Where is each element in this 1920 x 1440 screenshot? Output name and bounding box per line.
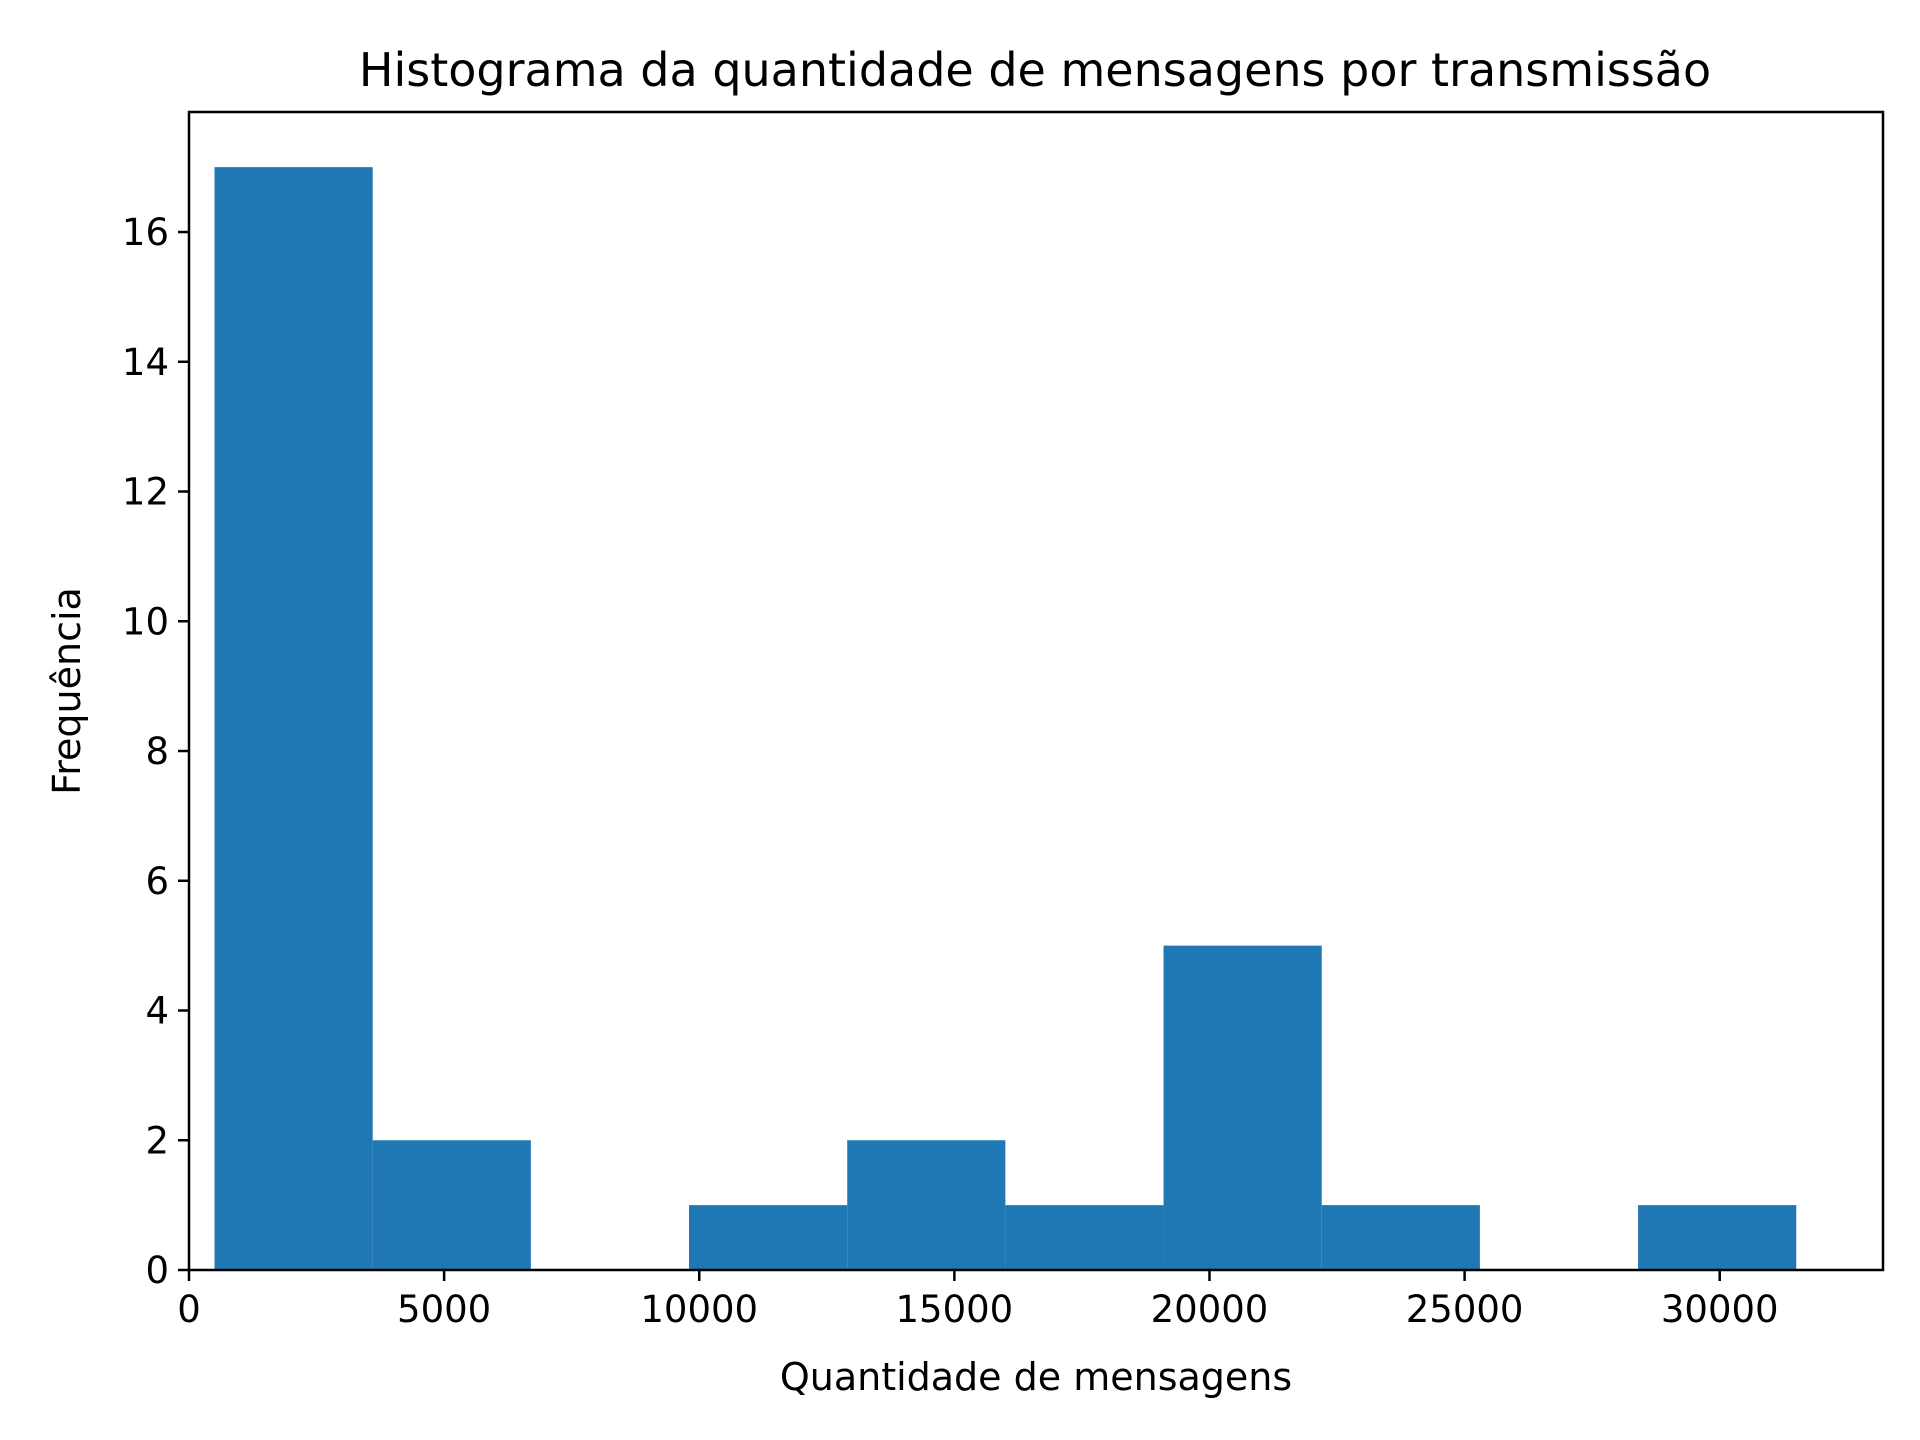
histogram-bar [689,1205,848,1270]
y-axis-label: Frequência [45,587,89,795]
y-tick-label: 6 [145,860,169,903]
y-tick-label: 4 [145,990,169,1033]
y-tick-label: 12 [122,471,169,514]
x-tick-label: 0 [177,1288,201,1331]
x-tick-label: 25000 [1406,1288,1524,1331]
chart-title: Histograma da quantidade de mensagens po… [359,43,1711,97]
x-axis: 0 5000 10000 15000 20000 25000 30000 [177,1270,1779,1331]
y-tick-label: 0 [145,1249,169,1292]
x-tick-label: 20000 [1151,1288,1269,1331]
histogram-bar [372,1140,531,1270]
histogram-bar [214,167,373,1271]
histogram-bar [847,1140,1006,1270]
x-tick-label: 5000 [397,1288,491,1331]
x-tick-label: 30000 [1661,1288,1779,1331]
histogram-bar [1638,1205,1797,1270]
y-tick-label: 10 [122,600,169,643]
histogram-bar [1163,945,1322,1270]
x-tick-label: 15000 [896,1288,1014,1331]
x-tick-label: 10000 [640,1288,758,1331]
histogram-bar [1321,1205,1480,1270]
histogram-bar [1005,1205,1164,1270]
y-tick-label: 8 [145,730,169,773]
x-axis-label: Quantidade de mensagens [780,1355,1292,1399]
y-tick-label: 2 [145,1119,169,1162]
y-tick-label: 16 [122,211,169,254]
bars-group [214,167,1797,1271]
y-tick-label: 14 [122,341,169,384]
plot-frame [187,110,1885,1272]
y-axis: 0 2 4 6 8 10 12 14 16 [122,211,189,1292]
